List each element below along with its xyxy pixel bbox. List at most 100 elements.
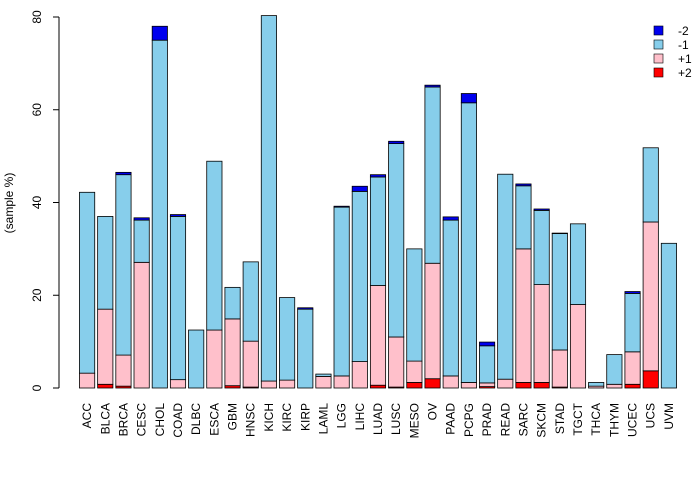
x-tick-label: CESC	[135, 403, 149, 437]
bar-paad	[442, 216, 459, 389]
bar-segment-coad-plus1	[169, 379, 187, 389]
bar-coad	[169, 214, 187, 389]
x-tick-label: TGCT	[571, 402, 585, 435]
x-tick-label: GBM	[226, 403, 240, 430]
bar-segment-sarc-minus1	[515, 185, 532, 250]
legend-swatch	[653, 39, 664, 50]
bar-segment-blca-minus1	[97, 216, 114, 310]
x-tick-label: CHOL	[153, 403, 167, 437]
x-tick-label: KICH	[262, 403, 276, 432]
x-tick-label: KIRP	[298, 403, 312, 431]
x-tick-label: PAAD	[444, 403, 458, 435]
bar-segment-luad-plus1	[369, 285, 387, 386]
bar-segment-pcpg-minus2	[460, 93, 477, 104]
legend: -2-1+1+2	[653, 24, 692, 80]
y-tick-label: 80	[30, 10, 44, 24]
x-axis-labels: ACC BLCA BRCA CESC CHOL COAD DLBC ESCA GBM HNSC KI…	[80, 402, 676, 438]
bar-segment-lgg-plus1	[333, 375, 350, 389]
bars	[79, 15, 677, 389]
bar-segment-meso-plus2	[406, 382, 423, 389]
bar-laml	[315, 373, 332, 389]
bar-segment-tgct-plus1	[569, 304, 587, 389]
bar-kirc	[279, 297, 296, 389]
bar-segment-kirc-minus1	[279, 297, 296, 381]
bar-segment-sarc-plus1	[515, 248, 532, 383]
bar-hnsc	[242, 261, 259, 389]
bar-segment-kirp-minus1	[297, 308, 314, 389]
bar-segment-brca-minus2	[115, 171, 132, 176]
bar-segment-hnsc-plus1	[242, 340, 259, 388]
x-tick-label: KIRC	[280, 403, 294, 432]
bar-segment-thca-minus1	[588, 382, 605, 387]
bar-brca	[115, 171, 132, 389]
bar-segment-sarc-plus2	[515, 382, 532, 389]
bar-cesc	[133, 217, 150, 389]
bar-ucec	[624, 291, 641, 389]
bar-segment-ucs-plus2	[642, 370, 659, 389]
bar-read	[497, 173, 514, 389]
x-tick-label: UVM	[662, 403, 676, 430]
bar-acc	[79, 191, 96, 389]
y-tick-label: 60	[30, 103, 44, 117]
y-tick-label: 40	[30, 196, 44, 210]
bar-lihc	[351, 185, 368, 389]
bar-segment-ucs-plus1	[642, 221, 659, 372]
bar-chol	[151, 25, 168, 389]
bar-segment-ov-plus1	[424, 262, 441, 380]
bar-segment-luad-plus2	[369, 384, 387, 389]
bar-segment-ucec-plus2	[624, 383, 641, 389]
bar-kich	[260, 15, 277, 389]
bar-segment-kirc-plus1	[279, 379, 296, 389]
x-tick-label: LUSC	[389, 403, 403, 435]
bar-segment-read-plus1	[497, 378, 514, 389]
x-tick-label: HNSC	[244, 403, 258, 437]
x-tick-label: ESCA	[207, 403, 221, 436]
bar-segment-brca-plus1	[115, 354, 132, 387]
bar-gbm	[224, 286, 241, 389]
bar-segment-skcm-minus1	[533, 209, 550, 285]
x-tick-label: LAML	[316, 403, 330, 435]
bar-segment-cesc-minus1	[133, 219, 150, 263]
x-tick-label: UCEC	[626, 403, 640, 437]
bar-segment-ucec-minus2	[624, 291, 641, 294]
bar-segment-dlbc-minus1	[188, 329, 205, 389]
bar-segment-lusc-minus2	[388, 140, 405, 145]
bar-segment-chol-minus1	[151, 39, 168, 389]
y-tick-label: 20	[30, 288, 44, 302]
bar-segment-lihc-plus1	[351, 361, 368, 389]
bar-segment-blca-plus1	[97, 308, 114, 385]
bar-segment-laml-minus1	[315, 373, 332, 377]
bar-lgg	[333, 205, 350, 389]
bar-pcpg	[460, 93, 477, 389]
bar-esca	[206, 160, 223, 389]
bar-segment-uvm-minus1	[660, 242, 677, 389]
y-tick-label: 0	[30, 384, 44, 391]
x-tick-label: LGG	[335, 403, 349, 428]
bar-segment-esca-plus1	[206, 329, 223, 389]
bar-segment-lgg-minus2	[333, 205, 350, 208]
bar-segment-paad-minus1	[442, 219, 459, 377]
bar-thym	[606, 354, 623, 389]
bar-segment-ucec-minus1	[624, 292, 641, 353]
bar-segment-luad-minus2	[369, 174, 387, 178]
bar-segment-brca-minus1	[115, 174, 132, 356]
x-tick-label: OV	[426, 403, 440, 420]
bar-skcm	[533, 208, 550, 389]
bar-segment-paad-minus2	[442, 216, 459, 221]
bar-segment-coad-minus2	[169, 214, 187, 217]
bar-blca	[97, 216, 114, 389]
bar-segment-meso-minus1	[406, 248, 423, 362]
bar-segment-coad-minus1	[169, 216, 187, 381]
bar-segment-cesc-minus2	[133, 217, 150, 221]
bar-segment-lgg-minus1	[333, 206, 350, 377]
bar-tgct	[569, 223, 587, 389]
bar-segment-paad-plus1	[442, 375, 459, 389]
y-axis-title: (sample %)	[2, 173, 16, 234]
bar-prad	[479, 341, 496, 389]
bar-uvm	[660, 242, 677, 389]
bar-dlbc	[188, 329, 205, 389]
x-tick-label: SKCM	[535, 403, 549, 438]
bar-segment-lusc-plus1	[388, 336, 405, 388]
legend-swatch	[653, 67, 664, 78]
